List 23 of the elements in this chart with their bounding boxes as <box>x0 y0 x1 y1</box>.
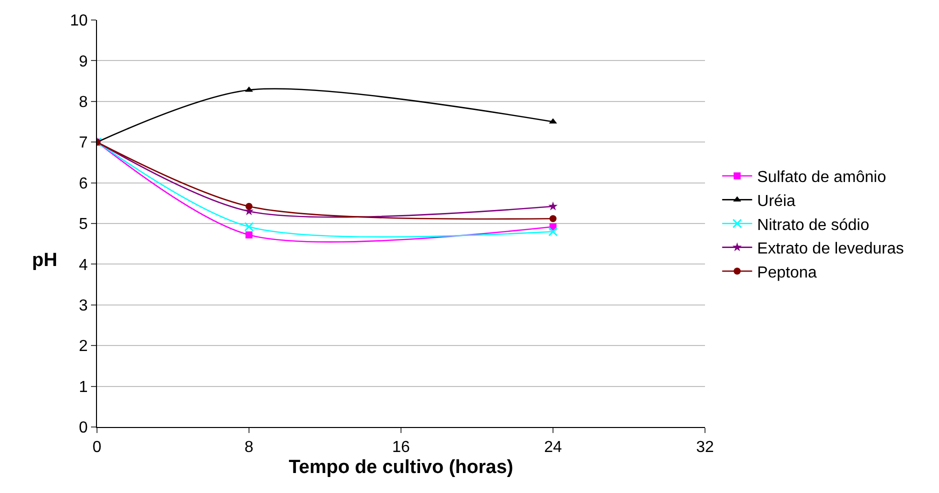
x-tick-label: 32 <box>696 439 714 456</box>
x-tick-label: 0 <box>92 439 102 456</box>
x-axis-title: Tempo de cultivo (horas) <box>288 457 514 478</box>
y-tick-label: 8 <box>78 94 88 111</box>
legend-label: Peptona <box>757 264 817 282</box>
y-axis-title: pH <box>32 250 58 271</box>
legend-label: Extrato de leveduras <box>757 240 904 258</box>
y-tick-label: 6 <box>78 175 88 192</box>
y-tick-label: 3 <box>78 298 88 314</box>
legend-label: Nitrato de sódio <box>757 216 870 234</box>
y-tick-label: 9 <box>78 53 88 70</box>
x-tick-label: 8 <box>244 439 254 456</box>
legend-label: Sulfato de amônio <box>757 169 886 186</box>
x-tick-label: 16 <box>392 439 410 456</box>
y-tick-label: 0 <box>78 420 88 437</box>
y-tick-label: 2 <box>78 338 88 356</box>
y-tick-label: 1 <box>78 378 88 396</box>
y-tick-label: 5 <box>78 216 88 234</box>
y-tick-label: 4 <box>78 256 88 274</box>
legend-label: Uréia <box>757 192 796 210</box>
x-tick-label: 24 <box>544 439 562 456</box>
y-tick-label: 10 <box>70 12 88 30</box>
y-tick-label: 7 <box>78 134 88 152</box>
